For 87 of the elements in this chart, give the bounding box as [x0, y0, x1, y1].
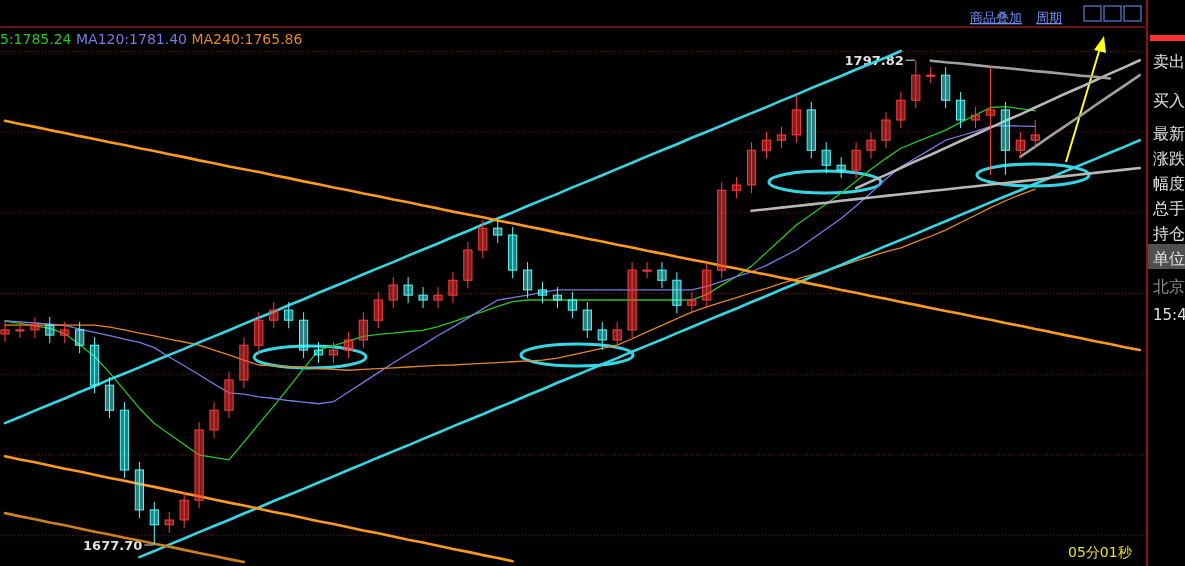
candlestick: [448, 271, 458, 304]
candlestick: [612, 321, 622, 349]
candlestick: [358, 311, 368, 349]
candlestick: [955, 91, 966, 129]
candlestick: [418, 286, 428, 309]
candlestick: [328, 341, 339, 364]
candlestick: [403, 276, 413, 304]
text: 总手: [1152, 199, 1185, 218]
text: 单位: [1153, 249, 1185, 268]
text: 卖出: [1153, 52, 1185, 71]
candlestick: [224, 371, 234, 419]
candlestick: [164, 511, 174, 534]
candlestick: [851, 141, 861, 179]
candlestick: [194, 421, 204, 509]
candlestick: [732, 176, 742, 199]
candlestick: [821, 141, 831, 174]
candlestick: [254, 311, 264, 354]
candlestick: [388, 276, 398, 309]
candlestick: [30, 316, 40, 339]
candlestick: [284, 301, 294, 329]
candlestick: [926, 66, 936, 84]
candlestick: [836, 156, 846, 179]
text: 最新: [1153, 124, 1185, 143]
candlestick: [642, 261, 652, 279]
candlestick: [239, 336, 249, 389]
annotation: 05分01秒: [1068, 544, 1132, 560]
candlestick: [657, 261, 667, 289]
candlestick: [134, 461, 144, 519]
candlestick: [806, 101, 816, 159]
candlestick: [433, 286, 443, 309]
candlestick: [1030, 119, 1040, 149]
candlestick: [791, 94, 801, 144]
text: MA120:1781.40: [71, 31, 187, 47]
candlestick: [179, 491, 189, 529]
candlestick: [343, 331, 354, 359]
candlestick: [0, 321, 10, 343]
text: MA240:1765.86: [186, 31, 303, 47]
text: 持仓: [1153, 224, 1185, 243]
candlestick: [493, 219, 503, 244]
candlestick: [761, 131, 772, 159]
candlestick: [478, 219, 488, 259]
candlestick: [582, 301, 592, 339]
candlestick: [463, 241, 473, 289]
text: 5:1785.24: [0, 31, 72, 47]
candlestick: [717, 181, 727, 279]
candlestick: [941, 66, 951, 109]
candlestick: [104, 376, 115, 419]
candlestick: [15, 321, 25, 339]
candlestick: [552, 286, 563, 309]
candlestick: [373, 291, 383, 329]
text: 幅度: [1153, 174, 1185, 193]
candlestick: [970, 106, 981, 129]
candlestick: [881, 111, 891, 149]
candlestick: [508, 226, 518, 279]
candlestick: [597, 321, 607, 351]
annotation: 1677.70: [83, 538, 143, 554]
candlestick: [60, 321, 70, 344]
text: 15:4: [1153, 306, 1185, 324]
candlestick: [627, 261, 637, 339]
candlestick: [1000, 101, 1010, 176]
candlestick: [746, 141, 757, 194]
candlestick: [1015, 131, 1025, 159]
candlestick: [911, 59, 921, 109]
candlestick: [119, 401, 130, 479]
candlestick: [75, 321, 85, 354]
text: 周期: [1036, 10, 1062, 25]
candlestick: [866, 131, 876, 159]
candlestick: [537, 281, 548, 304]
candlestick: [209, 401, 219, 439]
candlestick: [985, 66, 996, 176]
candlestick: [299, 311, 309, 359]
text: 北京: [1153, 277, 1185, 296]
candlestick: [269, 301, 279, 329]
candlestick: [896, 91, 906, 129]
candlestick: [702, 261, 712, 309]
candlestick: [672, 271, 682, 314]
candlestick: [89, 336, 100, 394]
text: 涨跌: [1153, 149, 1185, 168]
text: 买入: [1153, 91, 1185, 110]
candlestick: [313, 341, 324, 364]
candlestick: [149, 501, 159, 546]
candlestick: [776, 126, 787, 149]
candlestick: [687, 291, 697, 314]
candlestick: [567, 291, 577, 319]
candlestick: [522, 261, 533, 299]
candlestick: [45, 316, 55, 344]
text: 商品叠加: [970, 10, 1022, 25]
